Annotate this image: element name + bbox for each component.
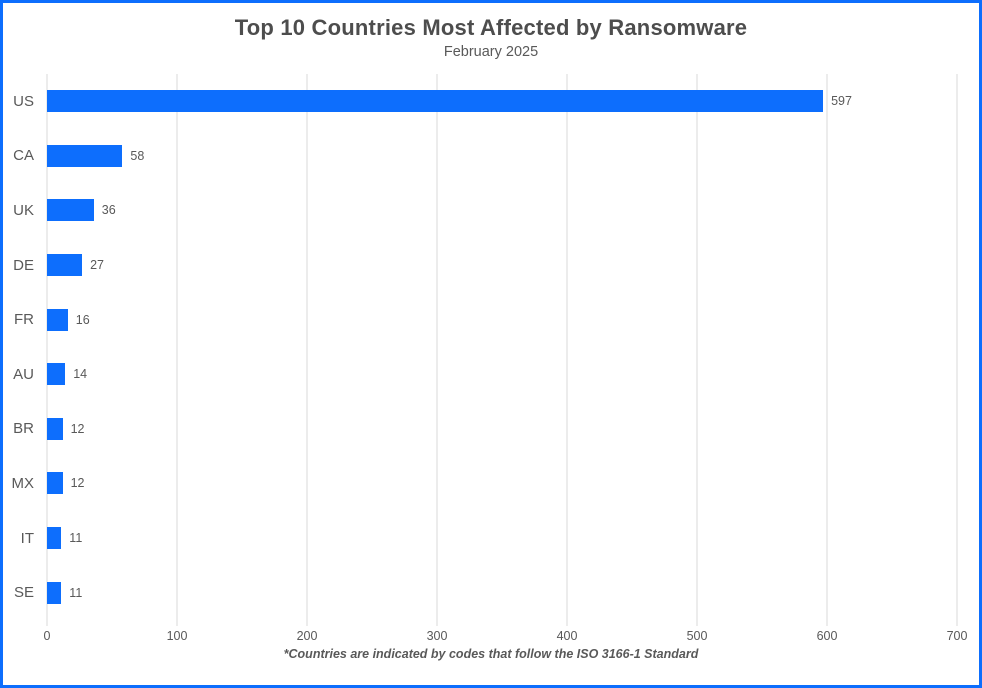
category-label: US (13, 92, 34, 110)
bar-row: DE 27 (3, 238, 957, 293)
bar-value-label: 597 (831, 94, 852, 109)
bar-cell: 12 (47, 402, 957, 457)
bar (47, 90, 824, 113)
bar-row: UK 36 (3, 183, 957, 238)
bar (47, 581, 62, 604)
x-tick-label: 400 (556, 629, 578, 643)
x-tick-label: 300 (426, 629, 448, 643)
bar (47, 472, 63, 495)
chart-header: Top 10 Countries Most Affected by Ransom… (3, 3, 979, 63)
bar-cell: 14 (47, 347, 957, 402)
bar-value-label: 14 (73, 367, 88, 382)
bar-value-label: 12 (70, 476, 85, 491)
bar-value-label: 58 (130, 148, 145, 163)
bar (47, 363, 66, 386)
bar-row: BR 12 (3, 402, 957, 457)
bar-cell: 11 (47, 511, 957, 566)
x-axis: 0 100 200 300 400 500 600 700 (43, 620, 968, 646)
bar (47, 417, 63, 440)
category-label: FR (14, 311, 34, 329)
bar-row: FR 16 (3, 292, 957, 347)
bar-cell: 11 (47, 565, 957, 620)
chart-title: Top 10 Countries Most Affected by Ransom… (234, 15, 748, 40)
bar-cell: 16 (47, 292, 957, 347)
category-label: DE (13, 256, 34, 274)
bar-value-label: 27 (90, 258, 104, 273)
plot-region: US 597 CA 58 UK 36 DE 27 FR 16 (3, 74, 979, 646)
category-label: AU (13, 365, 34, 383)
bar-cell: 58 (47, 129, 957, 184)
bar-row: IT 11 (3, 511, 957, 566)
x-tick-label: 500 (686, 629, 708, 643)
bar-value-label: 16 (75, 312, 90, 327)
bar-row: SE 11 (3, 565, 957, 620)
chart-footnote: *Countries are indicated by codes that f… (283, 647, 699, 661)
bar-row: US 597 (3, 74, 957, 129)
bar (47, 308, 68, 331)
bar (47, 199, 94, 222)
category-label: BR (13, 420, 34, 438)
bar (47, 254, 83, 277)
bar-cell: 36 (47, 183, 957, 238)
category-label: UK (13, 201, 34, 219)
chart-subtitle: February 2025 (443, 44, 539, 60)
x-tick-label: 100 (166, 629, 188, 643)
bar-cell: 12 (47, 456, 957, 511)
bar-value-label: 12 (70, 421, 85, 436)
category-label: CA (13, 147, 34, 165)
bar-value-label: 11 (69, 531, 83, 546)
x-tick-label: 600 (816, 629, 838, 643)
category-label: MX (11, 474, 35, 492)
plot-rows: US 597 CA 58 UK 36 DE 27 FR 16 (3, 74, 979, 620)
x-tick-label: 700 (946, 629, 968, 643)
bar-cell: 27 (47, 238, 957, 293)
bar-row: AU 14 (3, 347, 957, 402)
x-tick-label: 200 (296, 629, 318, 643)
category-label: IT (20, 529, 34, 547)
bar (47, 144, 123, 167)
category-label: SE (13, 584, 34, 602)
bar-cell: 597 (47, 74, 957, 129)
bar (47, 527, 62, 550)
bar-row: MX 12 (3, 456, 957, 511)
x-tick-label: 0 (43, 629, 51, 643)
bar-value-label: 36 (101, 203, 116, 218)
bar-value-label: 11 (69, 585, 83, 600)
bar-row: CA 58 (3, 129, 957, 184)
